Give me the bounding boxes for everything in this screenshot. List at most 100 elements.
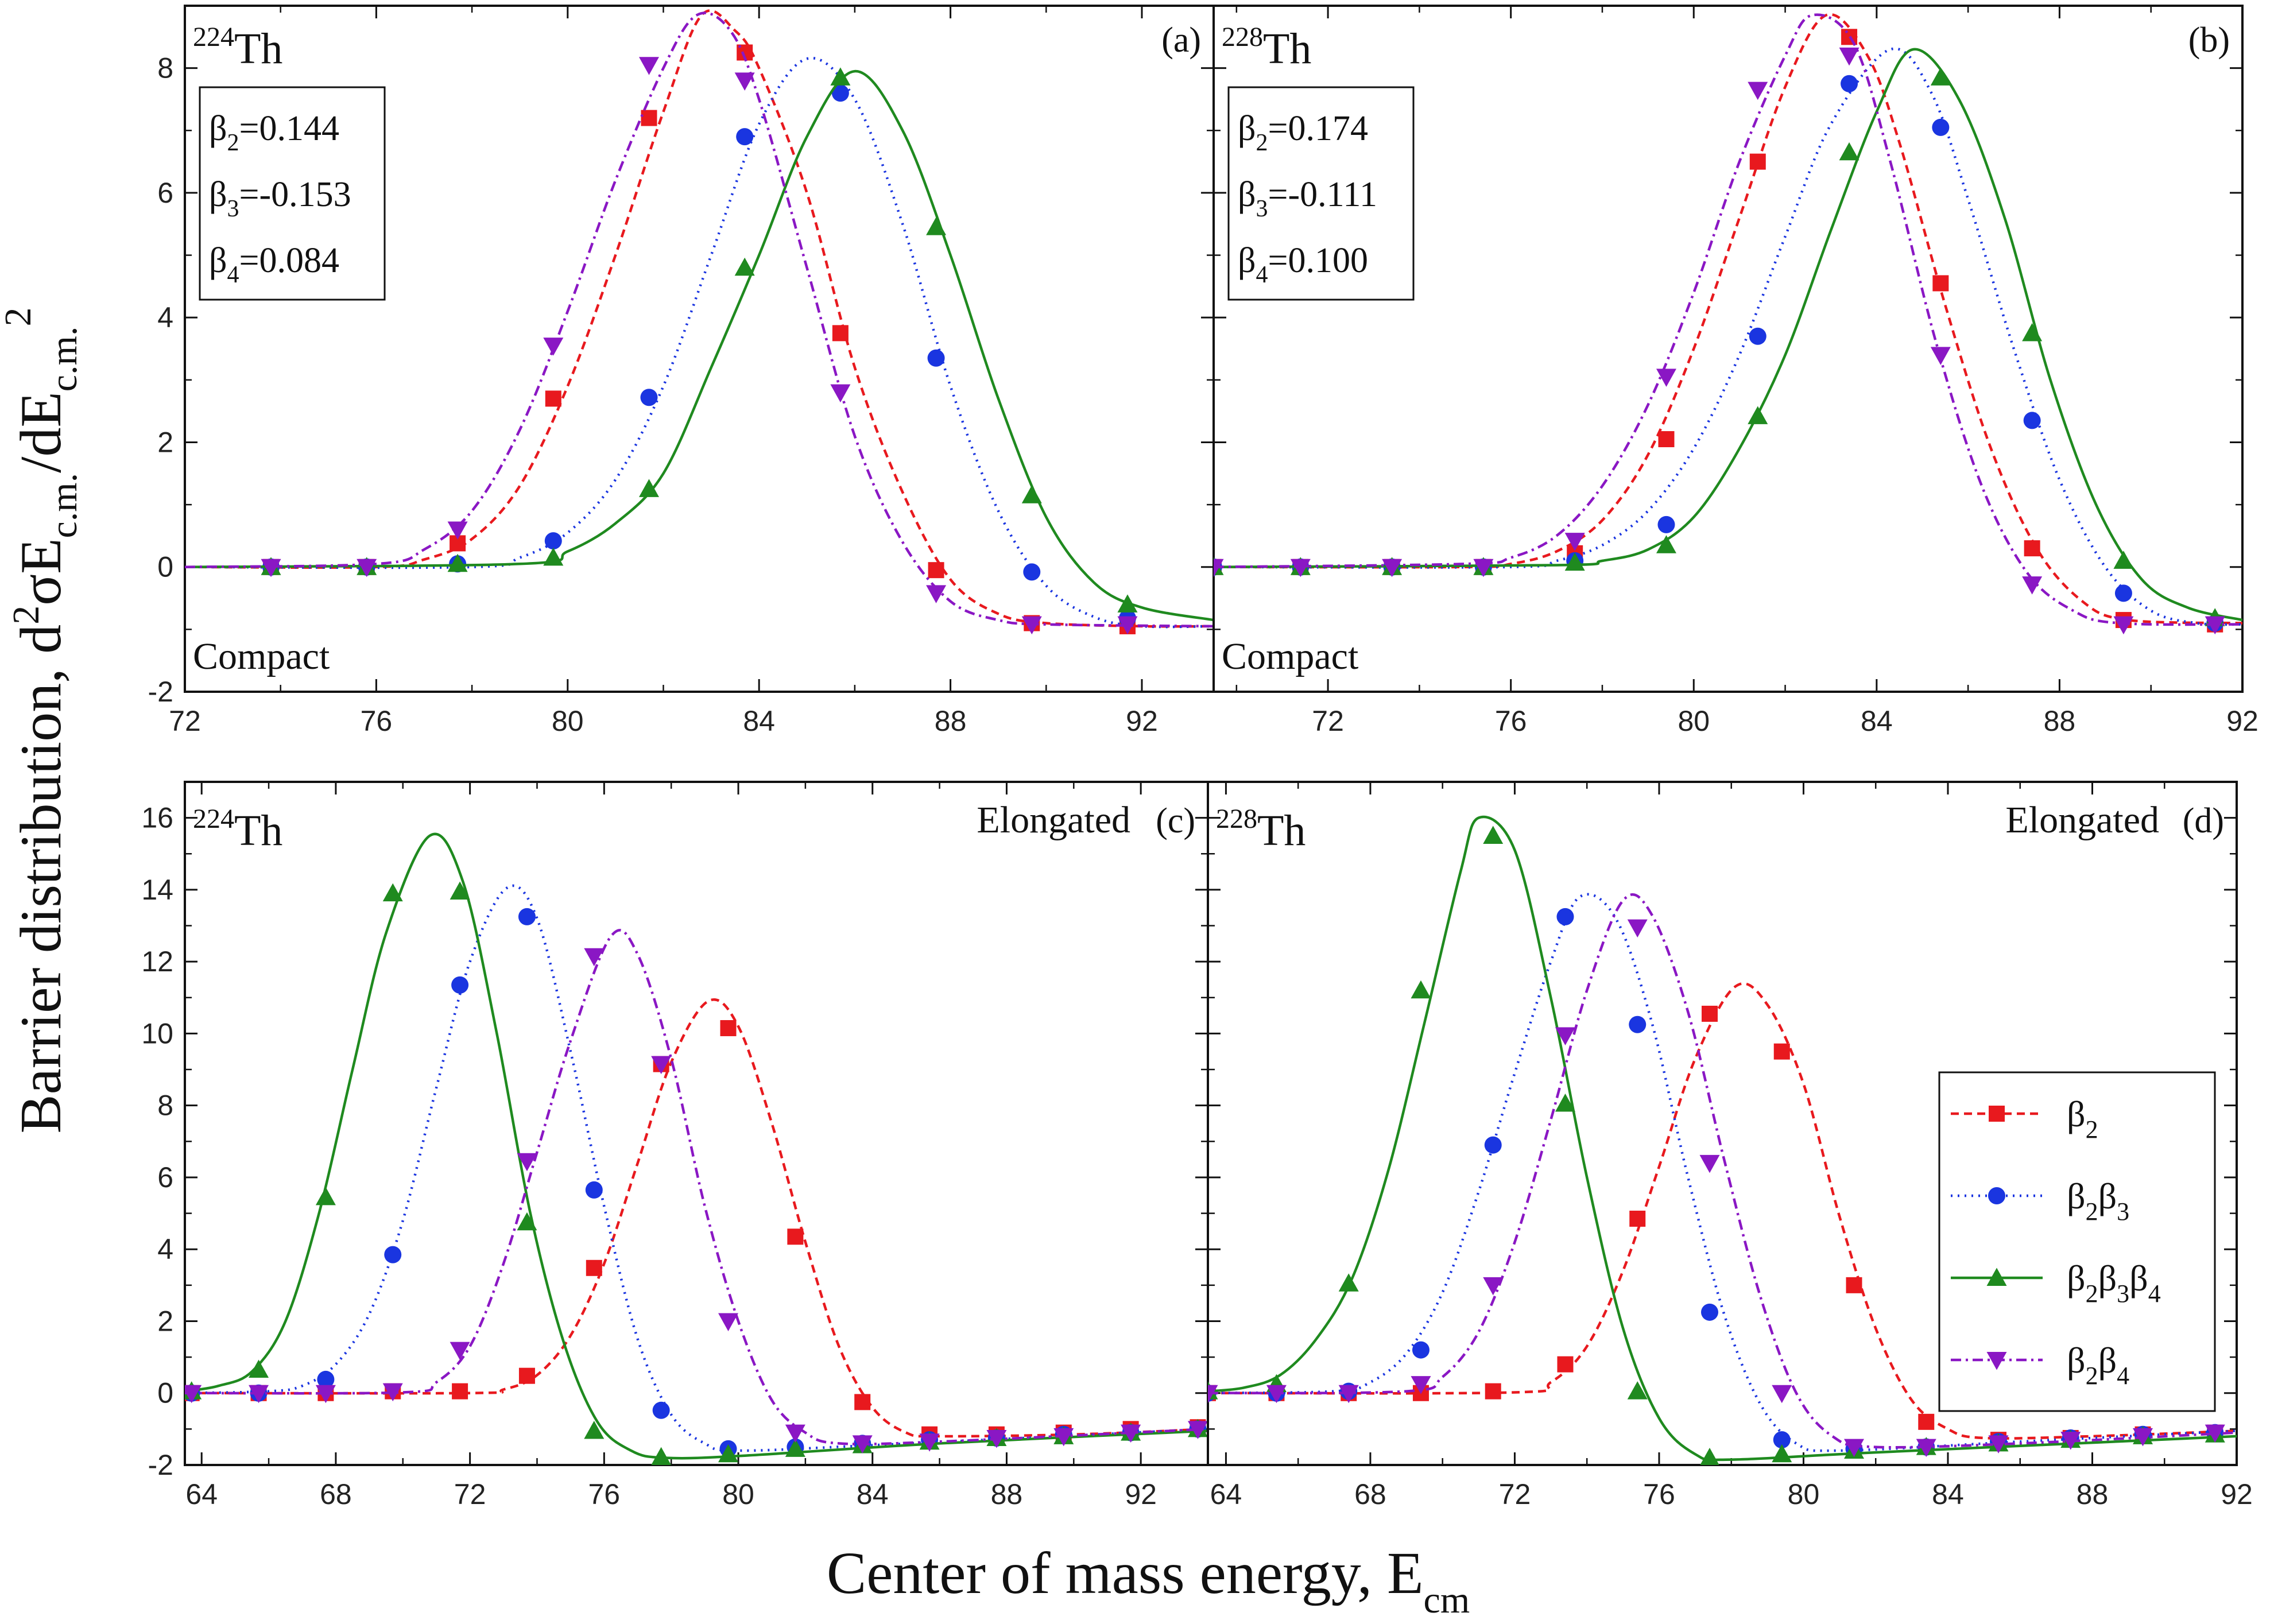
- data-point-b2: [928, 562, 944, 579]
- data-point-b2b3b4: [1117, 594, 1138, 613]
- plot-frame: [1207, 781, 2238, 1466]
- nucleus-label: 228Th: [1222, 22, 1311, 73]
- nucleus-label: 228Th: [1216, 804, 1305, 855]
- x-tick-label: 88: [2044, 705, 2076, 737]
- data-point-b2b3b4: [1627, 1381, 1648, 1400]
- plot-frame: [184, 781, 1209, 1466]
- data-point-b2b3b4: [718, 1444, 739, 1463]
- data-point-b2: [452, 1383, 468, 1400]
- data-point-b2b3b4: [830, 67, 851, 86]
- data-point-b2b3: [2114, 584, 2132, 602]
- data-point-b2: [832, 325, 849, 342]
- data-point-b2b3: [652, 1401, 670, 1419]
- data-point-b2: [2024, 540, 2040, 557]
- series-group: [1208, 815, 2237, 1465]
- data-point-b2b4: [1656, 369, 1676, 387]
- x-tick-label: 88: [991, 1478, 1023, 1510]
- data-point-b2b4: [2133, 1428, 2153, 1447]
- data-point-b2b3b4: [450, 881, 470, 900]
- data-point-b2b3b4: [1656, 535, 1676, 553]
- data-point-b2b4: [638, 57, 659, 75]
- data-point-b2b4: [1473, 559, 1494, 577]
- data-point-b2b4: [543, 338, 564, 356]
- data-point-b2b4: [1117, 616, 1138, 635]
- data-point-b2b3: [585, 1181, 603, 1199]
- data-point-b2b4: [261, 559, 281, 577]
- x-tick-label: 64: [1210, 1478, 1242, 1510]
- data-point-b2b3: [1932, 118, 1950, 136]
- panel-a: 72 76 80 84 88 92 -2 0 2 4 6 8 224Th (a) Compact β2=0.1…: [148, 5, 1215, 737]
- data-point-b2b4: [1382, 559, 1403, 577]
- series-group: [185, 832, 1208, 1465]
- data-point-b2b3: [927, 349, 945, 367]
- data-point-b2b4: [1483, 1277, 1504, 1296]
- data-point-b2b4: [986, 1430, 1007, 1448]
- series-line-b2b4: [185, 11, 1214, 628]
- data-point-b2b3b4: [584, 1421, 605, 1439]
- legend: β2 β2β3 β2β3β4 β2β4: [1938, 1071, 2216, 1412]
- y-tick-label: 6: [157, 177, 173, 209]
- legend-entry-b2b3b4: β2β3β4: [2067, 1258, 2161, 1308]
- series-line-b2: [185, 998, 1208, 1438]
- shape-label: Compact: [193, 635, 330, 677]
- data-point-b2b4: [1214, 559, 1224, 577]
- panel-d: 64 68 72 76 80 84 88 92 228Th (d) Elongated: [1207, 781, 2253, 1510]
- data-point-b2b4: [2060, 1432, 2081, 1450]
- legend-entry-b2b3: β2β3: [2067, 1176, 2129, 1226]
- data-point-b2b3b4: [1748, 406, 1768, 424]
- data-point-b2b4: [2022, 576, 2043, 595]
- x-tick-label: 84: [1932, 1478, 1964, 1510]
- x-tick-label: 76: [1643, 1478, 1675, 1510]
- panel-label: (b): [2188, 21, 2230, 60]
- data-point-b2b4: [315, 1385, 336, 1404]
- data-point-b2b3: [1773, 1431, 1791, 1449]
- x-tick-label: 88: [2077, 1478, 2109, 1510]
- data-point-b2b3b4: [638, 479, 659, 497]
- x-tick-label: 76: [1495, 705, 1527, 737]
- data-point-b2b3b4: [1021, 485, 1042, 503]
- x-tick-label: 80: [552, 705, 584, 737]
- legend-marker-b2b4: [1986, 1352, 2007, 1370]
- data-point-b2b3: [1657, 516, 1675, 533]
- data-point-b2b3b4: [2022, 323, 2043, 342]
- data-point-b2b4: [1187, 1421, 1208, 1439]
- deformation-box: [1227, 86, 1415, 301]
- data-point-b2b3: [1749, 327, 1766, 345]
- data-point-b2: [787, 1228, 804, 1245]
- y-tick-label: 4: [157, 301, 173, 334]
- data-point-b2b4: [185, 1385, 202, 1404]
- data-point-b2b3b4: [447, 553, 468, 572]
- data-point-b2b4: [1772, 1385, 1792, 1404]
- data-point-b2b4: [1988, 1435, 2009, 1454]
- data-point-b2b3b4: [926, 217, 947, 235]
- series-line-b2b3: [1208, 893, 2237, 1452]
- x-tick-label: 84: [743, 705, 775, 737]
- x-tick-label: 72: [1499, 1478, 1531, 1510]
- y-tick-label: -2: [148, 1449, 173, 1481]
- data-point-b2b4: [2113, 616, 2134, 635]
- x-tick-label: 80: [1788, 1478, 1820, 1510]
- data-point-b2b3: [317, 1370, 335, 1388]
- data-point-b2b3b4: [315, 1187, 336, 1206]
- legend-entry-b2: β2: [2067, 1094, 2098, 1144]
- data-point-b2: [545, 390, 561, 407]
- x-tick-label: 92: [2221, 1478, 2253, 1510]
- data-point-b2b3: [640, 389, 658, 406]
- data-point-b2b3b4: [382, 883, 403, 902]
- y-tick-label: 8: [157, 52, 173, 84]
- x-tick-label: 92: [1125, 1478, 1157, 1510]
- legend-marker-b2b3b4: [1986, 1268, 2007, 1286]
- deformation-value: β4=0.100: [1238, 241, 1368, 288]
- data-point-b2b4: [2205, 1424, 2225, 1443]
- series-group: [1214, 13, 2242, 635]
- data-point-b2: [1485, 1383, 1501, 1400]
- data-point-b2: [518, 1367, 535, 1384]
- data-point-b2b4: [919, 1433, 940, 1452]
- y-tick-label: 16: [141, 802, 173, 834]
- x-tick-label: 84: [857, 1478, 889, 1510]
- x-tick-label: 76: [361, 705, 393, 737]
- deformation-value: β2=0.174: [1238, 109, 1368, 156]
- data-point-b2b4: [1208, 1385, 1218, 1404]
- series-line-b2b3: [185, 884, 1208, 1452]
